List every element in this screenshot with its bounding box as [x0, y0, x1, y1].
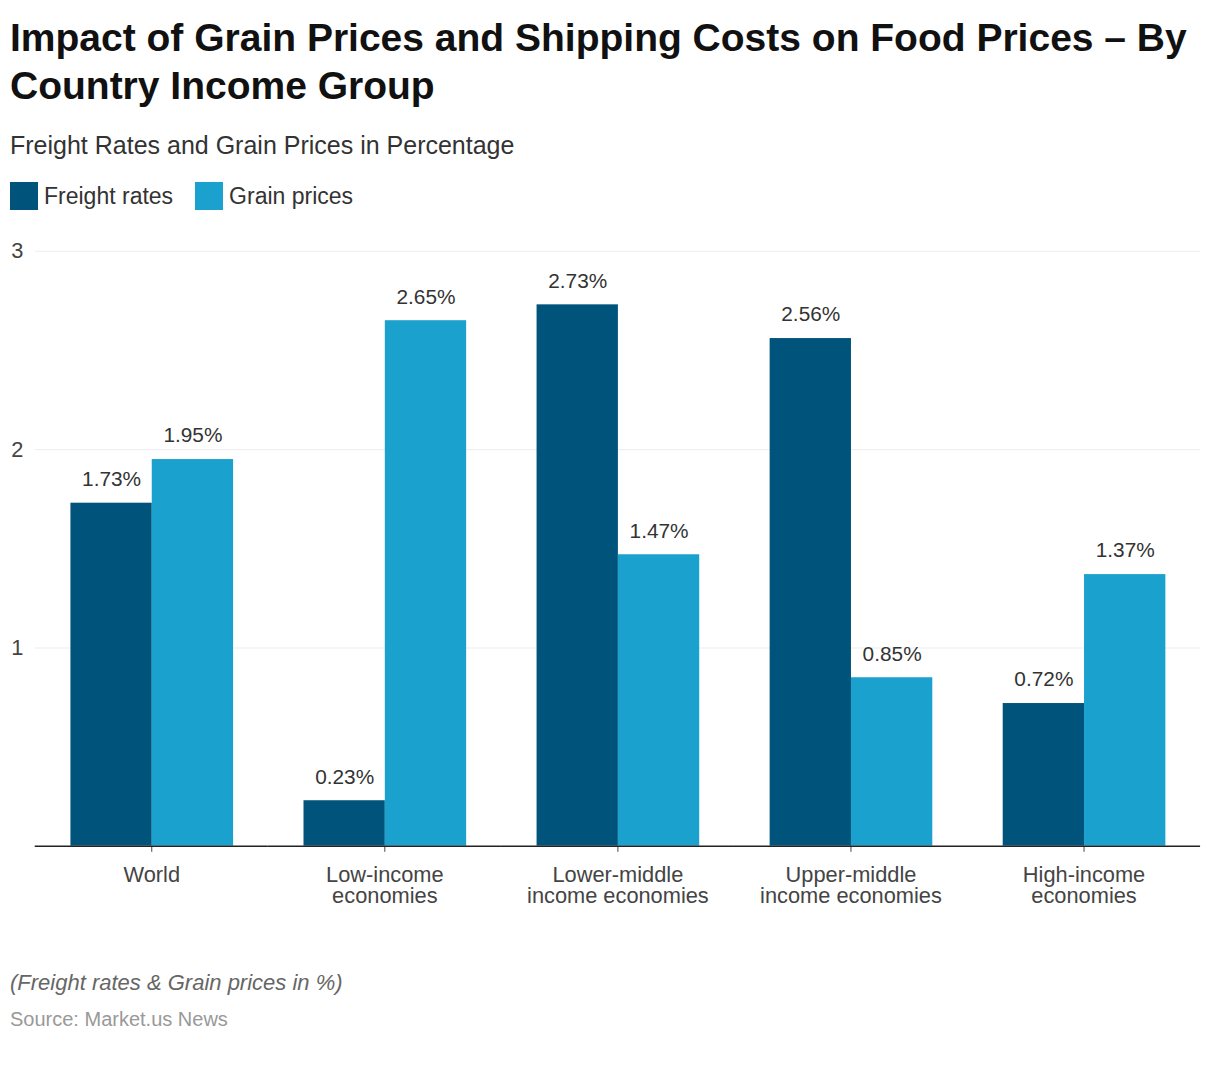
svg-text:1.37%: 1.37% [1096, 538, 1155, 561]
svg-text:High-incomeeconomies: High-incomeeconomies [1023, 862, 1145, 909]
html-text:Grain prices: Grain prices [229, 182, 354, 209]
html-text:(Freight rates & Grain prices: (Freight rates & Grain prices in %) [10, 970, 343, 996]
svg-text:1: 1 [11, 635, 23, 660]
html-text:Impact of Grain Prices and Shi: Impact of Grain Prices and Shipping Cost… [10, 16, 1187, 107]
html-text:Source: Market.us News: Source: Market.us News [10, 1008, 228, 1031]
svg-text:0.23%: 0.23% [315, 765, 374, 788]
svg-text:Low-incomeeconomies: Low-incomeeconomies [326, 862, 444, 909]
svg-text:Upper-middleincome economies: Upper-middleincome economies [760, 862, 942, 909]
svg-text:Lower-middleincome economies: Lower-middleincome economies [527, 862, 709, 909]
html-text:Freight rates: Freight rates [44, 182, 174, 209]
svg-text:2.56%: 2.56% [781, 302, 840, 325]
svg-text:2.73%: 2.73% [548, 269, 607, 292]
svg-text:2: 2 [11, 437, 23, 462]
html-text:Freight Rates and Grain Prices: Freight Rates and Grain Prices in Percen… [10, 131, 515, 159]
svg-text:1.47%: 1.47% [630, 519, 689, 542]
svg-text:0.85%: 0.85% [863, 642, 922, 665]
svg-text:1.73%: 1.73% [82, 467, 141, 490]
svg-text:0.72%: 0.72% [1014, 667, 1073, 690]
svg-text:1.95%: 1.95% [163, 423, 222, 446]
svg-text:World: World [123, 862, 180, 887]
svg-text:2.65%: 2.65% [396, 285, 455, 308]
svg-text:3: 3 [11, 238, 23, 263]
